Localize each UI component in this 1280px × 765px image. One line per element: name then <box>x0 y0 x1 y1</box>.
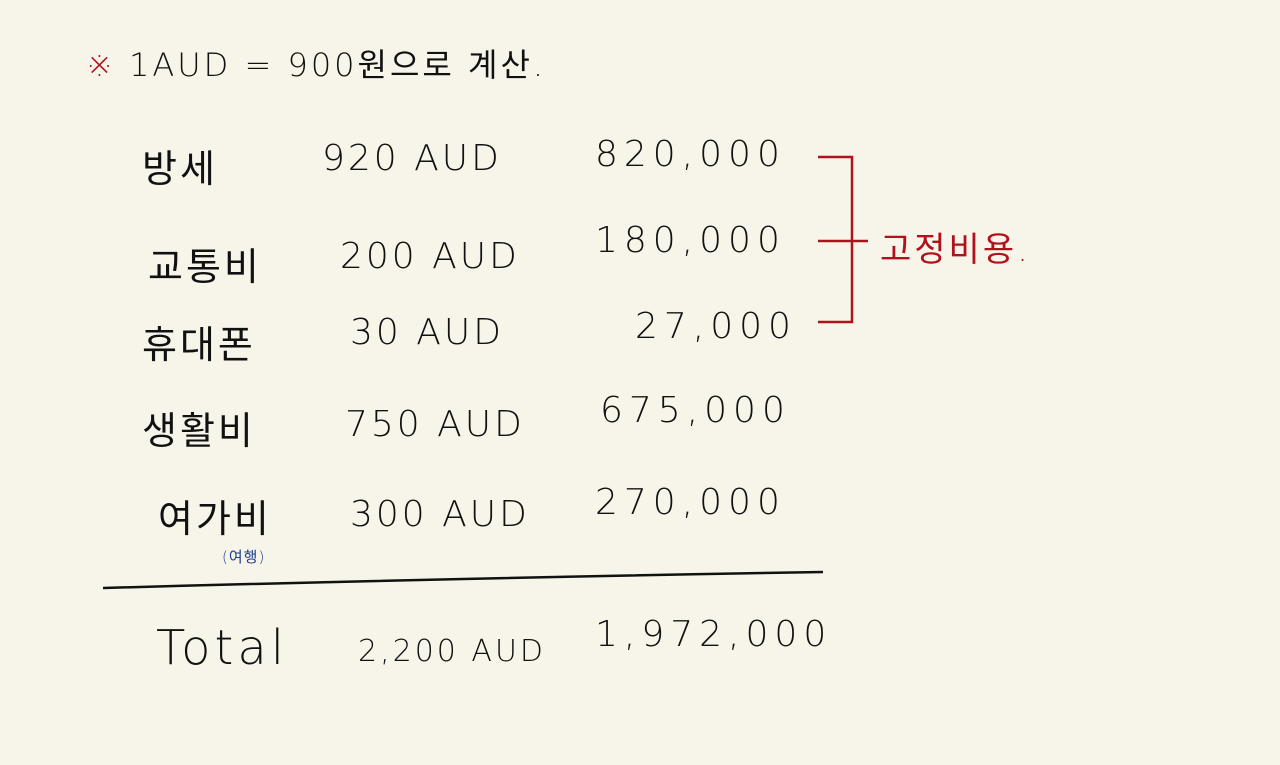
row-label-rent: 방세 <box>142 147 218 191</box>
row-label-phone: 휴대폰 <box>142 323 256 367</box>
row-krw-phone: 27,000 <box>635 306 797 347</box>
row-krw-rent: 820,000 <box>595 134 786 175</box>
note-marker: ※ <box>86 46 116 84</box>
total-aud: 2,200 AUD <box>358 634 547 669</box>
row-krw-leisure: 270,000 <box>595 482 786 523</box>
row-aud-rent: 920 AUD <box>322 138 502 179</box>
total-krw: 1,972,000 <box>595 614 833 655</box>
row-label-transport: 교통비 <box>148 245 262 289</box>
fixed-cost-bracket <box>818 155 868 324</box>
total-label: Total <box>156 620 289 676</box>
row-aud-living: 750 AUD <box>345 404 525 445</box>
note-text: 1AUD = 900원으로 계산. <box>128 46 547 84</box>
row-aud-transport: 200 AUD <box>340 236 520 277</box>
row-aud-phone: 30 AUD <box>350 312 504 353</box>
row-krw-living: 675,000 <box>600 390 791 431</box>
fixed-cost-label: 고정비용. <box>880 230 1031 270</box>
total-divider-line <box>102 570 824 590</box>
row-label-leisure: 여가비 <box>158 497 272 541</box>
exchange-rate-note: ※ 1AUD = 900원으로 계산. <box>86 40 546 86</box>
row-sublabel-leisure: (여행) <box>222 548 266 566</box>
row-aud-leisure: 300 AUD <box>350 494 530 535</box>
row-krw-transport: 180,000 <box>595 220 786 261</box>
row-label-living: 생활비 <box>142 409 256 453</box>
